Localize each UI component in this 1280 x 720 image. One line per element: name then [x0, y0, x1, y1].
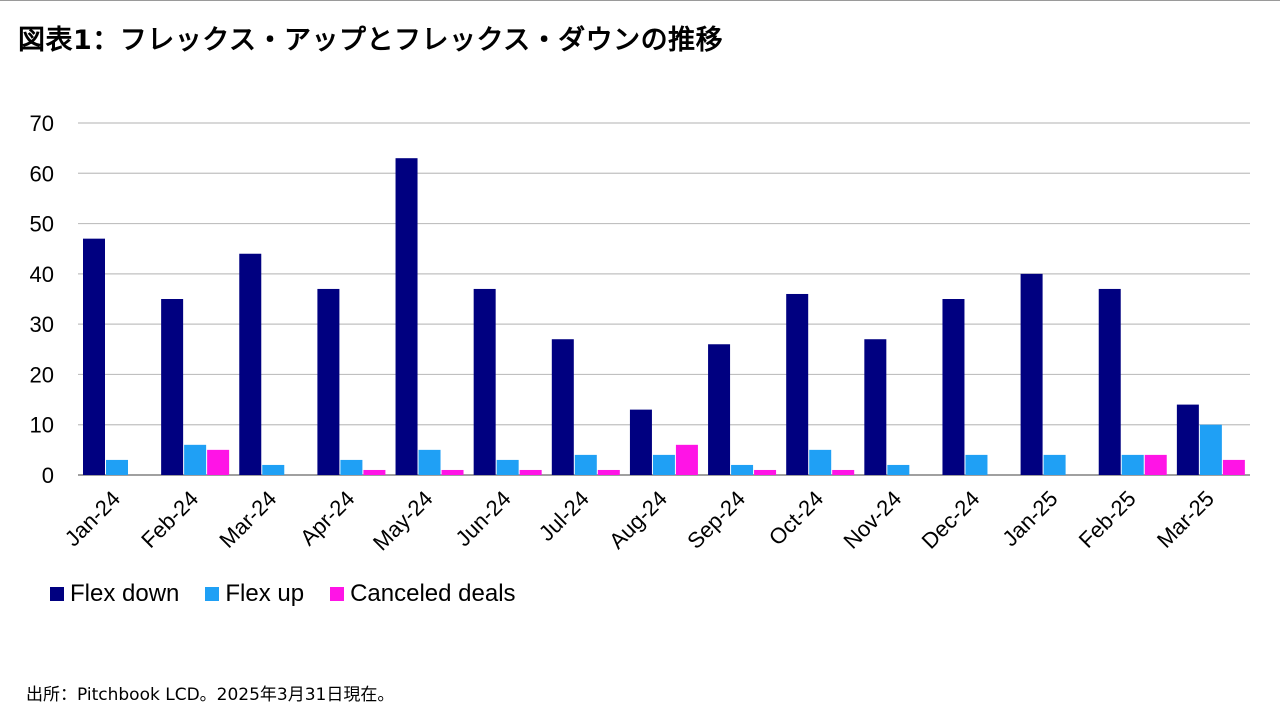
bar-canceled-deals: [675, 444, 698, 475]
source-note: 出所：Pitchbook LCD。2025年3月31日現在。: [26, 685, 395, 705]
bar-canceled-deals: [1222, 459, 1245, 475]
bar-flex-down: [83, 238, 105, 475]
bar-flex-up: [184, 444, 207, 475]
top-rule: [0, 0, 1280, 1]
bar-flex-down: [473, 288, 496, 475]
x-tick-label: Mar-24: [214, 486, 281, 553]
y-tick-label: 0: [42, 463, 54, 488]
x-tick-label: Jul-24: [534, 486, 594, 546]
chart-legend: Flex down Flex up Canceled deals: [50, 580, 516, 608]
y-tick-label: 10: [30, 413, 54, 438]
bar-canceled-deals: [1144, 454, 1167, 475]
y-tick-label: 50: [30, 212, 54, 237]
bar-flex-down: [1020, 273, 1043, 475]
bar-flex-up: [1199, 424, 1222, 475]
bar-canceled-deals: [832, 469, 855, 475]
bar-flex-down: [551, 339, 574, 475]
bar-flex-up: [106, 459, 128, 475]
bar-flex-down: [161, 299, 184, 475]
x-tick-label: Jan-24: [60, 486, 125, 551]
bar-flex-down: [239, 253, 262, 475]
legend-swatch-canceled-deals: [330, 587, 345, 601]
bar-canceled-deals: [207, 449, 230, 475]
y-tick-label: 60: [30, 161, 54, 186]
bar-flex-up: [652, 454, 675, 475]
bar-flex-up: [965, 454, 988, 475]
legend-swatch-flex-down: [50, 587, 64, 601]
legend-item-flex-up: Flex up: [205, 580, 304, 608]
legend-item-flex-down: Flex down: [50, 580, 179, 608]
bar-flex-down: [1176, 404, 1199, 475]
bar-canceled-deals: [754, 469, 777, 475]
bar-flex-up: [262, 464, 285, 475]
x-tick-label: Aug-24: [604, 486, 672, 554]
y-tick-label: 30: [30, 312, 54, 337]
x-tick-label: Sep-24: [682, 486, 750, 554]
bar-flex-down: [317, 288, 340, 475]
legend-item-canceled-deals: Canceled deals: [330, 580, 516, 608]
bar-flex-down: [942, 299, 965, 475]
x-tick-label: Mar-25: [1152, 486, 1219, 553]
x-tick-label: Jan-25: [997, 486, 1062, 551]
bar-flex-down: [395, 158, 418, 475]
legend-label-canceled-deals: Canceled deals: [350, 580, 516, 607]
bar-canceled-deals: [597, 469, 620, 475]
legend-label-flex-up: Flex up: [225, 580, 305, 607]
x-tick-label: Feb-25: [1074, 486, 1141, 553]
bar-canceled-deals: [519, 469, 542, 475]
x-tick-label: Jun-24: [450, 486, 515, 551]
y-tick-label: 20: [30, 362, 54, 387]
x-tick-label: Dec-24: [917, 486, 985, 554]
bar-flex-up: [340, 459, 363, 475]
bar-flex-up: [887, 464, 910, 475]
x-tick-label: Apr-24: [295, 486, 359, 550]
y-tick-label: 40: [30, 262, 54, 287]
x-tick-label: Nov-24: [839, 486, 907, 554]
x-tick-label: May-24: [368, 486, 438, 556]
bar-flex-down: [629, 409, 652, 475]
legend-swatch-flex-up: [205, 587, 220, 601]
bar-flex-up: [1121, 454, 1144, 475]
bar-canceled-deals: [363, 469, 386, 475]
legend-label-flex-down: Flex down: [70, 580, 180, 607]
x-tick-label: Oct-24: [764, 486, 828, 550]
bar-flex-up: [496, 459, 519, 475]
bar-flex-down: [708, 344, 731, 475]
bar-canceled-deals: [441, 469, 464, 475]
bar-flex-down: [864, 339, 887, 475]
bar-flex-up: [731, 464, 754, 475]
bar-flex-up: [1043, 454, 1066, 475]
bar-flex-down: [786, 293, 809, 475]
bar-flex-up: [418, 449, 441, 475]
x-tick-label: Feb-24: [136, 486, 203, 553]
bar-flex-up: [574, 454, 597, 475]
bar-flex-down: [1098, 288, 1121, 475]
chart-title: 図表1：フレックス・アップとフレックス・ダウンの推移: [18, 25, 724, 56]
y-tick-label: 70: [30, 111, 54, 136]
bar-flex-up: [809, 449, 832, 475]
